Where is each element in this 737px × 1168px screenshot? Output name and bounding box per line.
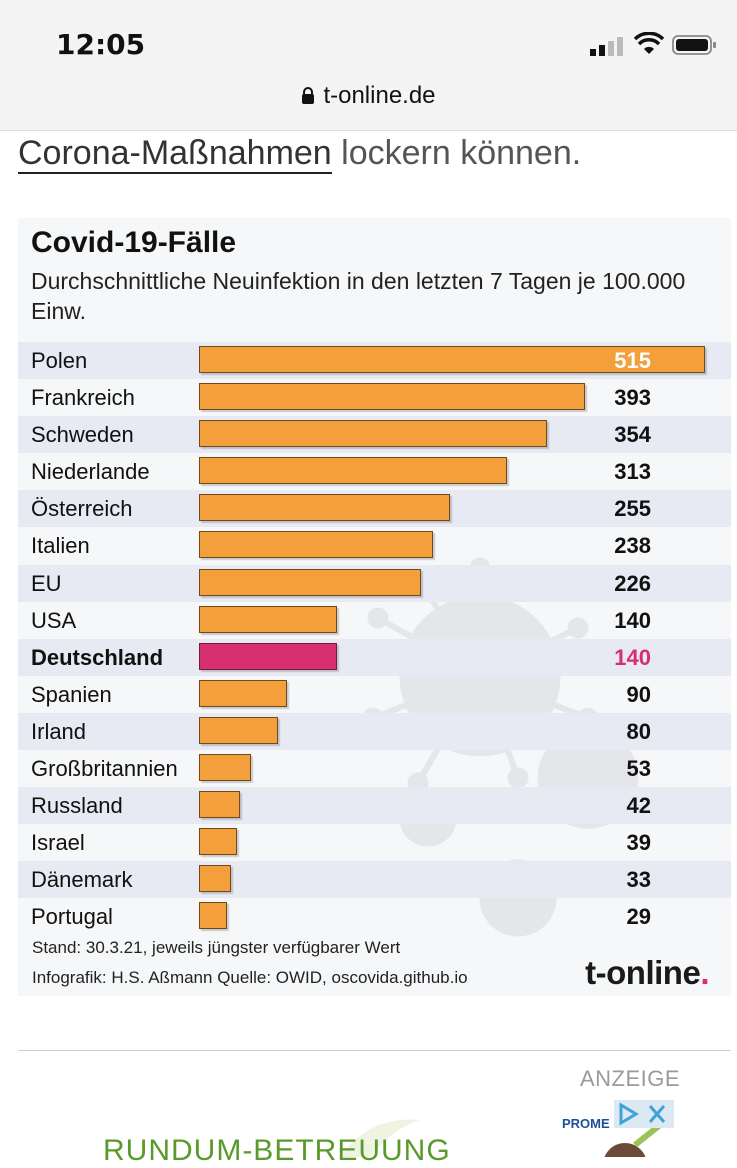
bar — [199, 568, 421, 596]
article-text-rest: lockern können. — [331, 134, 582, 172]
bar — [199, 346, 705, 373]
bar-chart: Polen 515 Frankreich 393 Schweden 354 Niederla… — [18, 342, 731, 936]
value-label: 238 — [614, 533, 651, 559]
category-label: Italien — [31, 533, 90, 559]
category-label: Österreich — [31, 496, 133, 522]
ad-choices-button[interactable] — [614, 1100, 674, 1128]
chart-row: Deutschland 140 — [18, 638, 731, 676]
chart-row: Irland 80 — [18, 712, 731, 751]
value-label: 80 — [626, 718, 651, 744]
chart-row: Österreich 255 — [18, 490, 731, 528]
bar — [199, 494, 450, 522]
category-label: Schweden — [31, 422, 134, 448]
value-label: 42 — [626, 793, 651, 819]
chart-row: Dänemark 33 — [18, 861, 731, 899]
browser-status-bar: 12:05 t-online.de — [0, 0, 737, 131]
t-online-logo: t-online. — [585, 954, 709, 992]
cell-signal-icon — [590, 37, 623, 56]
chart-row: EU 226 — [18, 564, 731, 602]
bar — [199, 679, 287, 707]
category-label: EU — [31, 570, 62, 596]
section-divider — [18, 1050, 731, 1051]
url-text: t-online.de — [323, 82, 436, 109]
value-label: 354 — [614, 422, 651, 448]
wifi-icon — [634, 32, 664, 54]
category-label: Russland — [31, 793, 123, 819]
category-label: USA — [31, 607, 77, 633]
category-label: Portugal — [31, 904, 113, 930]
covid-infographic: Covid-19-Fälle Durchschnittliche Neuinfe… — [18, 218, 731, 996]
value-label: 90 — [626, 681, 651, 707]
logo-text: t-online — [585, 954, 701, 991]
bar — [199, 642, 337, 670]
infographic-date-note: Stand: 30.3.21, jeweils jüngster verfügb… — [32, 938, 401, 957]
category-label: Israel — [31, 830, 85, 856]
chart-row: Polen 515 — [18, 342, 731, 380]
bar — [199, 754, 251, 782]
chart-row: Italien 238 — [18, 527, 731, 564]
bar — [199, 716, 278, 744]
chart-row: Niederlande 313 — [18, 453, 731, 490]
infographic-subtitle: Durchschnittliche Neuinfektion in den le… — [31, 268, 686, 324]
value-label: 33 — [626, 867, 651, 893]
bar — [199, 865, 231, 893]
category-label: Spanien — [31, 681, 112, 707]
category-label: Frankreich — [31, 385, 135, 411]
chart-row: Frankreich 393 — [18, 379, 731, 416]
status-time: 12:05 — [56, 28, 146, 61]
bar — [199, 457, 507, 485]
value-label: 515 — [614, 348, 651, 373]
category-label: Großbritannien — [31, 756, 178, 782]
value-label: 39 — [626, 830, 651, 856]
ad-brand: PROME — [562, 1116, 610, 1131]
value-label: 226 — [614, 570, 651, 596]
chart-row: Großbritannien 53 — [18, 750, 731, 787]
bar — [199, 383, 585, 411]
address-bar[interactable]: t-online.de — [0, 82, 737, 110]
bar — [199, 420, 547, 448]
adchoices-icon — [619, 1102, 639, 1126]
value-label: 255 — [614, 496, 651, 522]
chart-row: Schweden 354 — [18, 416, 731, 454]
category-label: Deutschland — [31, 644, 164, 670]
value-label: 393 — [614, 385, 651, 411]
category-label: Irland — [31, 718, 87, 744]
bar — [199, 791, 240, 819]
article-link[interactable]: Corona-Maßnahmen — [18, 134, 332, 174]
value-label: 140 — [614, 607, 651, 633]
close-icon — [648, 1105, 666, 1123]
logo-dot: . — [700, 954, 709, 991]
category-label: Dänemark — [31, 867, 133, 893]
bar — [199, 902, 227, 930]
chart-row: Israel 39 — [18, 824, 731, 861]
bar — [199, 531, 433, 559]
ad-decoration — [340, 1119, 420, 1157]
value-label: 313 — [614, 459, 651, 485]
lock-icon — [302, 87, 315, 104]
ad-headline[interactable]: RUNDUM-BETREUUNG — [103, 1134, 451, 1167]
infographic-title: Covid-19-Fälle — [31, 226, 237, 259]
category-label: Niederlande — [31, 459, 150, 485]
bar — [199, 828, 237, 856]
infographic-source: Infografik: H.S. Aßmann Quelle: OWID, os… — [32, 968, 468, 987]
battery-icon — [672, 35, 716, 55]
value-label: 29 — [626, 904, 651, 930]
category-label: Polen — [31, 348, 88, 373]
chart-row: Russland 42 — [18, 787, 731, 825]
chart-row: USA 140 — [18, 602, 731, 639]
chart-row: Spanien 90 — [18, 676, 731, 713]
bar — [199, 605, 337, 633]
value-label: 140 — [614, 644, 651, 670]
value-label: 53 — [626, 756, 651, 782]
article-text: Corona-Maßnahmen lockern können. — [18, 134, 582, 174]
ad-label: ANZEIGE — [580, 1066, 681, 1091]
chart-row: Portugal 29 — [18, 898, 731, 935]
